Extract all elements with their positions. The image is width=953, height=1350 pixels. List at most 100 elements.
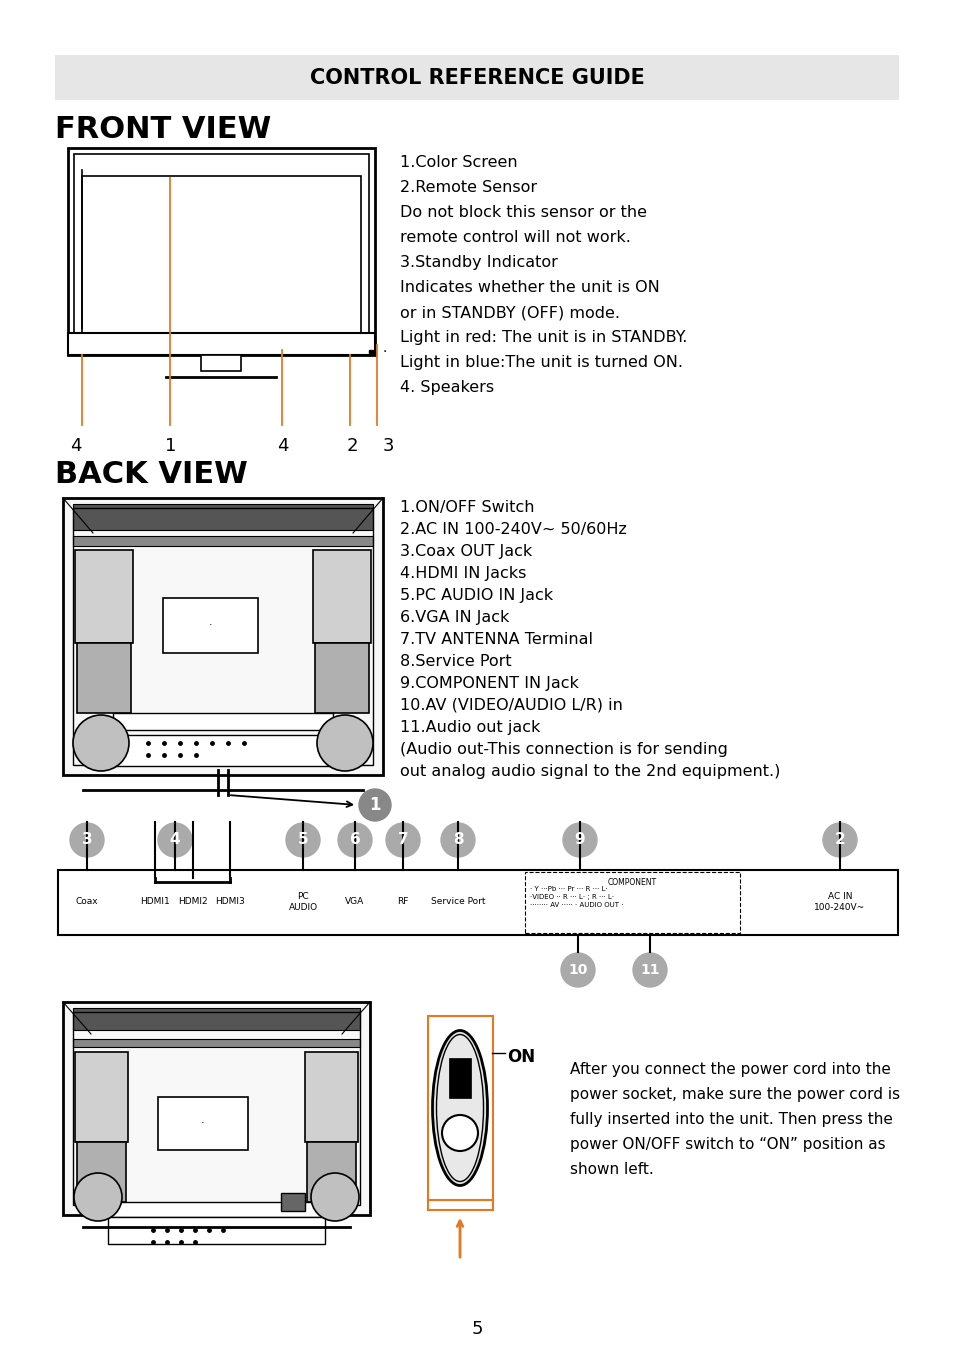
Bar (63, 498, 382, 775)
Bar (449, 1058, 471, 1098)
Text: PC
AUDIO: PC AUDIO (288, 892, 317, 911)
Text: RF: RF (396, 898, 408, 906)
Circle shape (311, 1173, 358, 1220)
Text: ·: · (201, 1119, 205, 1129)
Text: out analog audio signal to the 2nd equipment.): out analog audio signal to the 2nd equip… (399, 764, 780, 779)
Ellipse shape (436, 1034, 483, 1181)
Text: 3.Coax OUT Jack: 3.Coax OUT Jack (399, 544, 532, 559)
Text: 5.PC AUDIO IN Jack: 5.PC AUDIO IN Jack (399, 589, 553, 603)
Circle shape (70, 824, 104, 857)
Text: 4: 4 (276, 437, 288, 455)
Bar (305, 1052, 357, 1142)
Bar (58, 869, 897, 936)
Bar (68, 333, 375, 355)
Text: 7.TV ANTENNA Terminal: 7.TV ANTENNA Terminal (399, 632, 593, 647)
Text: HDMI1: HDMI1 (140, 898, 170, 906)
Bar (63, 1002, 370, 1215)
Text: power socket, make sure the power cord is: power socket, make sure the power cord i… (569, 1087, 900, 1102)
Circle shape (158, 824, 192, 857)
Text: (Audio out-This connection is for sending: (Audio out-This connection is for sendin… (399, 743, 727, 757)
Text: Service Port: Service Port (431, 898, 485, 906)
Text: 7: 7 (397, 833, 408, 848)
Bar (524, 872, 740, 933)
Text: Light in blue:The unit is turned ON.: Light in blue:The unit is turned ON. (399, 355, 682, 370)
Text: shown left.: shown left. (569, 1162, 653, 1177)
Bar (73, 504, 373, 531)
Text: VGA: VGA (345, 898, 364, 906)
Bar (281, 1193, 305, 1211)
Circle shape (440, 824, 475, 857)
Circle shape (562, 824, 597, 857)
Text: 5: 5 (471, 1320, 482, 1338)
Text: 4.HDMI IN Jacks: 4.HDMI IN Jacks (399, 566, 526, 580)
Text: Indicates whether the unit is ON: Indicates whether the unit is ON (399, 279, 659, 296)
Bar (74, 154, 369, 350)
Text: AC IN
100-240V~: AC IN 100-240V~ (814, 892, 864, 911)
Text: 1: 1 (165, 437, 176, 455)
Bar (112, 713, 333, 730)
Text: 9.COMPONENT IN Jack: 9.COMPONENT IN Jack (399, 676, 578, 691)
Text: remote control will not work.: remote control will not work. (399, 230, 630, 244)
Bar (73, 1012, 359, 1206)
Text: power ON/OFF switch to “ON” position as: power ON/OFF switch to “ON” position as (569, 1137, 884, 1152)
Text: or in STANDBY (OFF) mode.: or in STANDBY (OFF) mode. (399, 305, 619, 320)
Bar (77, 643, 131, 713)
Text: fully inserted into the unit. Then press the: fully inserted into the unit. Then press… (569, 1112, 892, 1127)
Bar (158, 1098, 248, 1150)
Ellipse shape (432, 1030, 487, 1185)
Bar (75, 1052, 128, 1142)
Circle shape (441, 1115, 477, 1152)
Text: 4: 4 (170, 833, 180, 848)
Text: HDMI3: HDMI3 (214, 898, 245, 906)
Text: 2: 2 (834, 833, 844, 848)
Text: 4: 4 (70, 437, 81, 455)
Bar (108, 1216, 325, 1243)
Bar (68, 148, 375, 355)
Bar (73, 1008, 359, 1030)
Text: 1: 1 (369, 796, 380, 814)
Text: 6: 6 (349, 833, 360, 848)
Text: 1.Color Screen: 1.Color Screen (399, 155, 517, 170)
Bar (112, 734, 333, 765)
Text: 2: 2 (347, 437, 358, 455)
Bar (73, 536, 373, 545)
Text: HDMI2: HDMI2 (178, 898, 208, 906)
Text: BACK VIEW: BACK VIEW (55, 460, 248, 489)
Bar (82, 176, 360, 342)
Text: FRONT VIEW: FRONT VIEW (55, 115, 271, 144)
Circle shape (316, 716, 373, 771)
Circle shape (386, 824, 419, 857)
Text: 8: 8 (453, 833, 463, 848)
Bar (75, 549, 132, 643)
Circle shape (74, 1173, 122, 1220)
Bar (201, 355, 241, 371)
Text: Coax: Coax (75, 898, 98, 906)
Bar (313, 549, 371, 643)
Text: 11: 11 (639, 963, 659, 977)
Bar (428, 1017, 493, 1200)
Text: 3.Standby Indicator: 3.Standby Indicator (399, 255, 558, 270)
Text: 5: 5 (297, 833, 308, 848)
Text: COMPONENT: COMPONENT (607, 878, 657, 887)
Text: Light in red: The unit is in STANDBY.: Light in red: The unit is in STANDBY. (399, 329, 687, 346)
Text: 6.VGA IN Jack: 6.VGA IN Jack (399, 610, 509, 625)
Circle shape (633, 953, 666, 987)
Circle shape (358, 788, 391, 821)
Circle shape (822, 824, 856, 857)
Text: 3: 3 (382, 437, 395, 455)
Bar (73, 1040, 359, 1048)
Text: After you connect the power cord into the: After you connect the power cord into th… (569, 1062, 890, 1077)
Text: ON: ON (506, 1048, 535, 1067)
Text: 3: 3 (82, 833, 92, 848)
Text: 2.Remote Sensor: 2.Remote Sensor (399, 180, 537, 194)
Text: 11.Audio out jack: 11.Audio out jack (399, 720, 539, 734)
Text: CONTROL REFERENCE GUIDE: CONTROL REFERENCE GUIDE (309, 68, 644, 88)
Bar (108, 1202, 325, 1216)
Bar (163, 598, 257, 653)
Text: 9: 9 (574, 833, 585, 848)
Text: ·: · (382, 346, 387, 359)
Bar (314, 643, 369, 713)
Circle shape (337, 824, 372, 857)
Bar (55, 55, 898, 100)
Text: 10.AV (VIDEO/AUDIO L/R) in: 10.AV (VIDEO/AUDIO L/R) in (399, 698, 622, 713)
